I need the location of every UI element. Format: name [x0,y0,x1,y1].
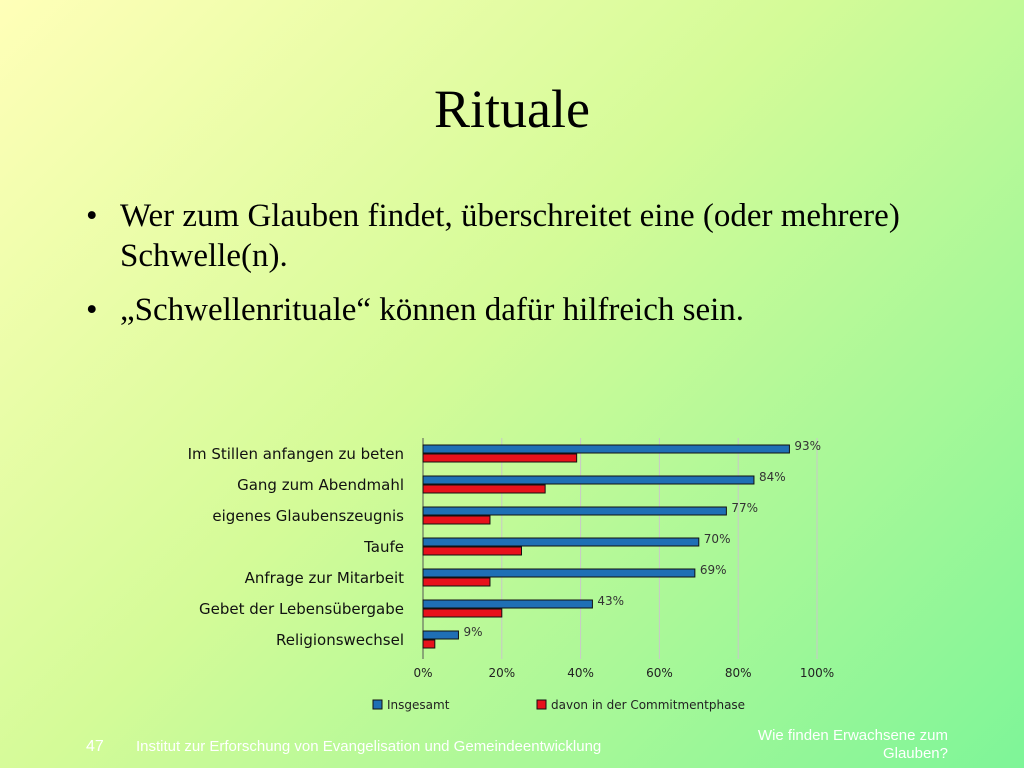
category-label: Im Stillen anfangen zu beten [188,445,404,463]
category-label: eigenes Glaubenszeugnis [212,507,404,525]
bar-insgesamt [422,630,459,640]
bar-commitmentphase [422,546,522,556]
x-tick-label: 100% [800,666,834,680]
bar-insgesamt [422,599,593,609]
data-label: 70% [704,532,731,546]
x-tick-label: 20% [488,666,515,680]
bar-commitmentphase [422,453,578,463]
category-label: Anfrage zur Mitarbeit [245,569,405,587]
bar-commitmentphase [422,484,546,494]
category-label: Gebet der Lebensübergabe [199,600,404,618]
category-label: Taufe [363,538,404,556]
data-label: 9% [463,625,482,639]
x-tick-label: 0% [413,666,432,680]
category-label: Religionswechsel [276,631,404,649]
bullet-marker: • [86,292,98,328]
legend-swatch [536,699,547,710]
bar-insgesamt [422,506,727,516]
footer-title-line: Glauben? [882,745,948,762]
legend-swatch [372,699,383,710]
data-label: 84% [759,470,786,484]
data-label: 43% [597,594,624,608]
bullet-marker: • [86,198,98,234]
bullet-item: • Wer zum Glauben findet, überschreitet … [86,196,946,276]
bar-insgesamt [422,475,755,485]
slide-number: 47 [86,738,104,755]
bar-commitmentphase [422,577,491,587]
data-label: 69% [700,563,727,577]
data-label: 93% [794,439,821,453]
bar-commitmentphase [422,515,491,525]
slide-title: Rituale [434,79,590,139]
x-tick-label: 80% [725,666,752,680]
bar-insgesamt [422,444,790,454]
x-tick-label: 40% [567,666,594,680]
footer-title-line: Wie finden Erwachsene zum [757,727,948,744]
footer-institute: Institut zur Erforschung von Evangelisat… [136,738,602,755]
bullet-list: • Wer zum Glauben findet, überschreitet … [86,196,946,344]
data-label: 77% [731,501,758,515]
x-tick-label: 60% [646,666,673,680]
legend-label: davon in der Commitmentphase [551,698,745,712]
bar-commitmentphase [422,639,436,649]
bullet-text: „Schwellenrituale“ können dafür hilfreic… [120,292,745,328]
bar-insgesamt [422,537,700,547]
bullet-item: • „Schwellenrituale“ können dafür hilfre… [86,290,946,330]
legend-label: Insgesamt [387,698,450,712]
category-label: Gang zum Abendmahl [237,476,404,494]
bar-insgesamt [422,568,696,578]
footer-title: Wie finden Erwachsene zum Glauben? [700,727,948,763]
bullet-text: Wer zum Glauben findet, überschreitet ei… [120,198,900,274]
bar-commitmentphase [422,608,503,618]
